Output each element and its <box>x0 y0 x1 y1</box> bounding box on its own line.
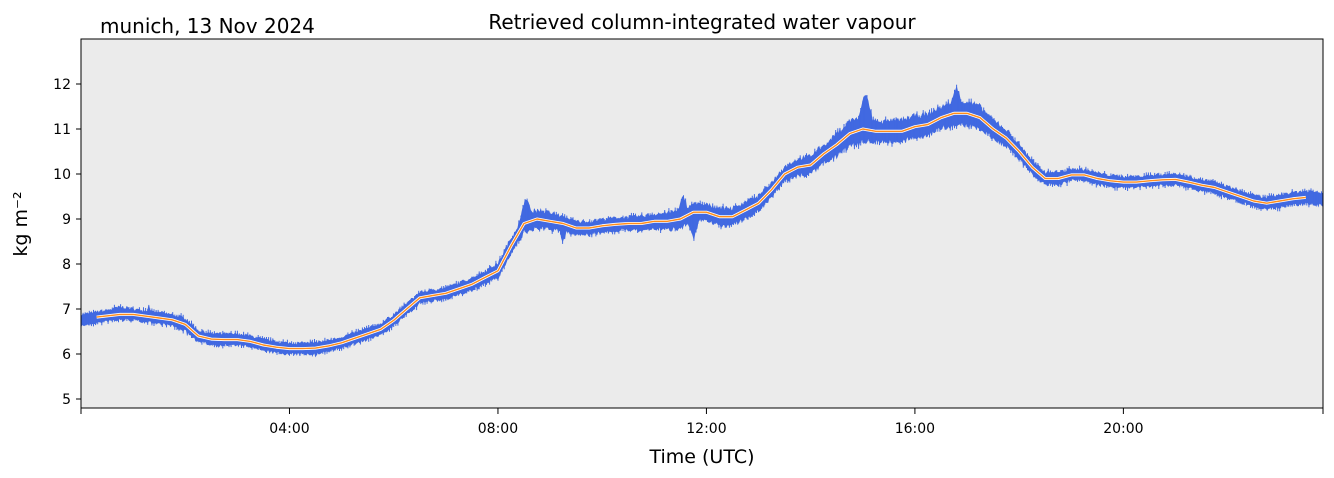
location-date-label: munich, 13 Nov 2024 <box>100 14 315 38</box>
y-axis-label: kg m⁻² <box>10 191 32 256</box>
smoothed-series-line <box>96 112 1306 350</box>
x-tick-label: 16:00 <box>895 421 935 437</box>
plot-background <box>81 39 1323 408</box>
x-tick-label: 04:00 <box>269 421 309 437</box>
y-tick-label: 12 <box>53 77 71 93</box>
y-tick-label: 9 <box>62 212 71 228</box>
y-tick-label: 8 <box>62 257 71 273</box>
y-tick-label: 5 <box>62 392 71 408</box>
chart-title: Retrieved column-integrated water vapour <box>488 10 916 34</box>
y-tick-label: 10 <box>53 167 71 183</box>
x-tick-label: 12:00 <box>686 421 726 437</box>
y-tick-label: 11 <box>53 122 71 138</box>
x-tick-label: 20:00 <box>1103 421 1143 437</box>
smoothed-series-layer <box>96 111 1306 351</box>
x-tick-label: 08:00 <box>478 421 518 437</box>
x-axis-label: Time (UTC) <box>648 446 754 468</box>
y-tick-label: 6 <box>62 347 71 363</box>
plot-frame <box>80 38 1324 409</box>
x-axis: 04:00 08:00 12:00 16:00 20:00 <box>80 408 1324 437</box>
y-tick-label: 7 <box>62 302 71 318</box>
y-axis: 5 6 7 8 9 10 11 12 <box>53 77 81 408</box>
